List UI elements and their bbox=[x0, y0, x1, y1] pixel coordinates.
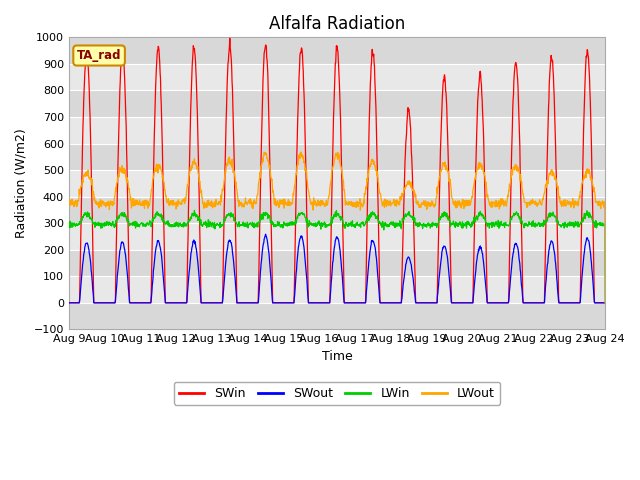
Bar bbox=[68, 303, 605, 329]
Bar bbox=[68, 37, 605, 64]
Bar bbox=[68, 90, 605, 117]
Bar bbox=[68, 64, 605, 90]
Bar bbox=[68, 144, 605, 170]
Legend: SWin, SWout, LWin, LWout: SWin, SWout, LWin, LWout bbox=[174, 382, 500, 405]
Bar bbox=[68, 197, 605, 223]
Bar bbox=[68, 117, 605, 144]
Bar bbox=[68, 250, 605, 276]
Text: TA_rad: TA_rad bbox=[77, 49, 122, 62]
Y-axis label: Radiation (W/m2): Radiation (W/m2) bbox=[15, 129, 28, 238]
Title: Alfalfa Radiation: Alfalfa Radiation bbox=[269, 15, 405, 33]
Bar bbox=[68, 170, 605, 197]
Bar bbox=[68, 276, 605, 303]
Bar bbox=[68, 223, 605, 250]
X-axis label: Time: Time bbox=[322, 350, 353, 363]
